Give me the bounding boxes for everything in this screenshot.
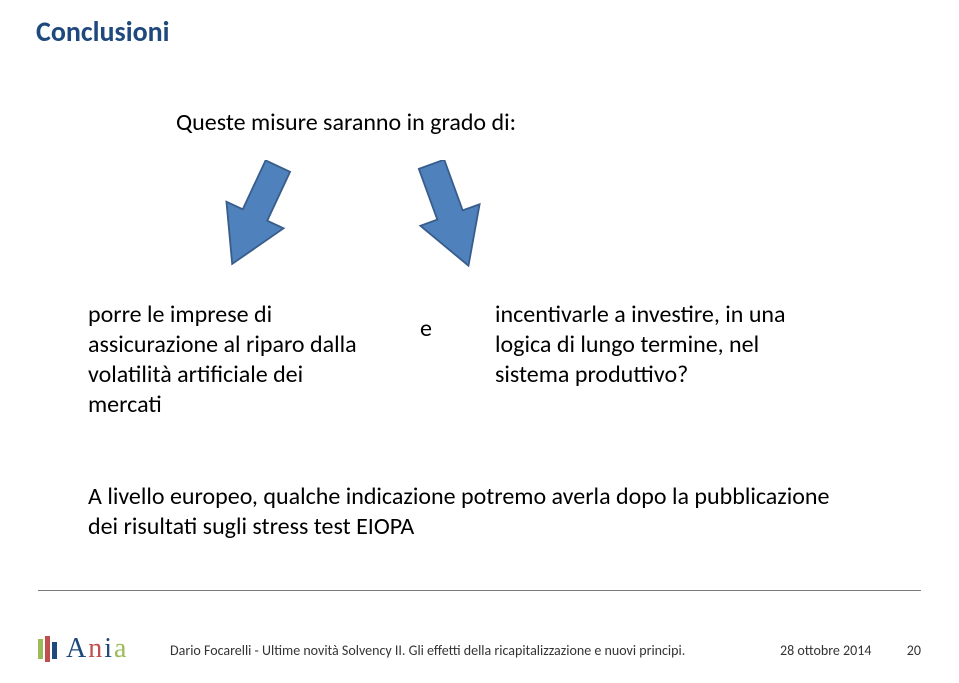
logo-column-icon xyxy=(38,636,58,662)
conjunction-text: e xyxy=(420,314,432,343)
intro-text: Queste misure saranno in grado di: xyxy=(176,108,516,137)
left-text-block: porre le imprese di assicurazione al rip… xyxy=(88,300,378,420)
logo: Ania xyxy=(38,633,128,665)
page-title: Conclusioni xyxy=(36,14,170,49)
arrow-right-icon xyxy=(405,160,495,270)
right-text-block: incentivarle a investire, in una logica … xyxy=(495,300,795,390)
arrow-left-icon xyxy=(210,160,300,270)
body-paragraph: A livello europeo, qualche indicazione p… xyxy=(88,482,848,542)
page-number: 20 xyxy=(907,642,921,659)
footer-date-text: 28 ottobre 2014 xyxy=(780,642,871,659)
logo-text: Ania xyxy=(66,633,128,665)
footer-presenter-text: Dario Focarelli - Ultime novità Solvency… xyxy=(170,642,685,659)
footer-divider xyxy=(38,590,921,591)
